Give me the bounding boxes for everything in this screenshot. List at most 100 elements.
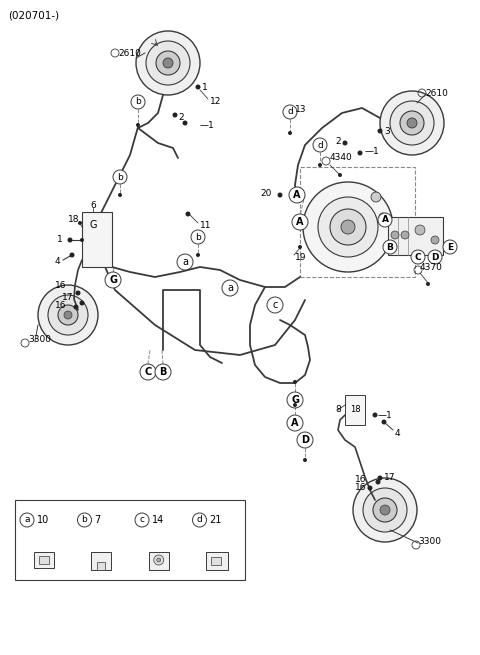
Text: d: d bbox=[287, 107, 293, 117]
Bar bbox=[91, 552, 111, 570]
Text: D: D bbox=[431, 252, 439, 261]
Text: b: b bbox=[82, 515, 87, 525]
Text: d: d bbox=[317, 141, 323, 149]
Text: G: G bbox=[109, 275, 117, 285]
Bar bbox=[300, 167, 415, 277]
Circle shape bbox=[391, 231, 399, 239]
Circle shape bbox=[154, 555, 164, 565]
Text: 4370: 4370 bbox=[420, 263, 443, 272]
Circle shape bbox=[293, 403, 297, 407]
Circle shape bbox=[222, 280, 238, 296]
Circle shape bbox=[379, 213, 387, 221]
Bar bbox=[82, 212, 112, 267]
Circle shape bbox=[172, 113, 178, 117]
Circle shape bbox=[341, 220, 355, 234]
Circle shape bbox=[289, 187, 305, 203]
Circle shape bbox=[135, 513, 149, 527]
Circle shape bbox=[140, 364, 156, 380]
Text: A: A bbox=[291, 418, 299, 428]
Text: 2610: 2610 bbox=[118, 48, 141, 58]
Text: b: b bbox=[195, 233, 201, 242]
Circle shape bbox=[80, 238, 84, 242]
Circle shape bbox=[105, 272, 121, 288]
Circle shape bbox=[75, 291, 81, 295]
Text: (020701-): (020701-) bbox=[8, 10, 59, 20]
Text: C: C bbox=[415, 252, 421, 261]
Circle shape bbox=[431, 236, 439, 244]
Circle shape bbox=[368, 485, 372, 491]
Bar bbox=[211, 557, 221, 565]
Text: 13: 13 bbox=[295, 105, 307, 115]
Circle shape bbox=[372, 413, 377, 417]
Text: b: b bbox=[117, 172, 123, 181]
Circle shape bbox=[73, 305, 79, 310]
Text: a: a bbox=[182, 257, 188, 267]
Text: 17: 17 bbox=[384, 472, 396, 481]
Circle shape bbox=[383, 240, 397, 254]
Text: 19: 19 bbox=[295, 252, 307, 261]
Text: c: c bbox=[140, 515, 144, 525]
Circle shape bbox=[131, 95, 145, 109]
Circle shape bbox=[70, 252, 74, 257]
Text: E: E bbox=[447, 242, 453, 252]
Circle shape bbox=[156, 51, 180, 75]
Text: G: G bbox=[291, 395, 299, 405]
Circle shape bbox=[287, 392, 303, 408]
Circle shape bbox=[411, 250, 425, 264]
Circle shape bbox=[77, 513, 92, 527]
Text: 4340: 4340 bbox=[330, 153, 353, 162]
Text: 10: 10 bbox=[37, 515, 49, 525]
Circle shape bbox=[338, 173, 342, 177]
Bar bbox=[39, 556, 49, 564]
Circle shape bbox=[113, 170, 127, 184]
Circle shape bbox=[358, 151, 362, 155]
Text: D: D bbox=[301, 435, 309, 445]
Circle shape bbox=[283, 105, 297, 119]
Circle shape bbox=[373, 498, 397, 522]
Text: 3: 3 bbox=[384, 126, 390, 136]
Circle shape bbox=[58, 305, 78, 325]
Circle shape bbox=[136, 31, 200, 95]
Text: 7: 7 bbox=[95, 515, 101, 525]
Text: a: a bbox=[24, 515, 30, 525]
Circle shape bbox=[363, 488, 407, 532]
Circle shape bbox=[298, 245, 302, 249]
Text: 16: 16 bbox=[355, 476, 367, 485]
Text: 18: 18 bbox=[350, 405, 360, 415]
Text: 6: 6 bbox=[90, 200, 96, 210]
Circle shape bbox=[400, 111, 424, 135]
Bar bbox=[206, 552, 228, 570]
Circle shape bbox=[371, 192, 381, 202]
Circle shape bbox=[155, 364, 171, 380]
Text: 11: 11 bbox=[200, 221, 212, 229]
Text: 14: 14 bbox=[152, 515, 164, 525]
Text: 4: 4 bbox=[395, 428, 401, 438]
Text: B: B bbox=[159, 367, 167, 377]
Bar bbox=[15, 500, 245, 580]
Text: c: c bbox=[272, 300, 278, 310]
Text: a: a bbox=[227, 283, 233, 293]
Circle shape bbox=[318, 197, 378, 257]
Text: A: A bbox=[293, 190, 301, 200]
Circle shape bbox=[118, 193, 122, 197]
Text: 20: 20 bbox=[260, 189, 271, 198]
Circle shape bbox=[330, 209, 366, 245]
Text: —1: —1 bbox=[365, 147, 380, 155]
Text: b: b bbox=[135, 98, 141, 107]
Text: 21: 21 bbox=[209, 515, 222, 525]
Bar bbox=[345, 395, 365, 425]
Text: 16: 16 bbox=[55, 280, 67, 290]
Text: 18: 18 bbox=[68, 215, 80, 225]
Circle shape bbox=[136, 123, 140, 127]
Circle shape bbox=[353, 478, 417, 542]
Circle shape bbox=[380, 505, 390, 515]
Circle shape bbox=[80, 301, 84, 305]
Circle shape bbox=[157, 558, 161, 562]
Circle shape bbox=[292, 214, 308, 230]
Bar bbox=[149, 552, 169, 570]
Circle shape bbox=[191, 230, 205, 244]
Circle shape bbox=[297, 432, 313, 448]
Circle shape bbox=[287, 415, 303, 431]
Circle shape bbox=[380, 91, 444, 155]
Text: 16: 16 bbox=[55, 301, 67, 310]
